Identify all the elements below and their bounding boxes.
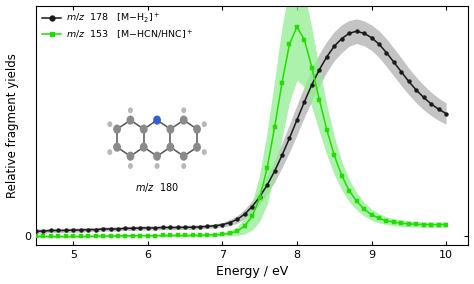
Y-axis label: Relative fragment yields: Relative fragment yields (6, 53, 18, 198)
X-axis label: Energy / eV: Energy / eV (216, 266, 288, 278)
Legend: $\mathit{m/z}$  178   [M$-$H$_2$]$^+$, $\mathit{m/z}$  153   [M$-$HCN/HNC]$^+$: $\mathit{m/z}$ 178 [M$-$H$_2$]$^+$, $\ma… (38, 8, 197, 45)
